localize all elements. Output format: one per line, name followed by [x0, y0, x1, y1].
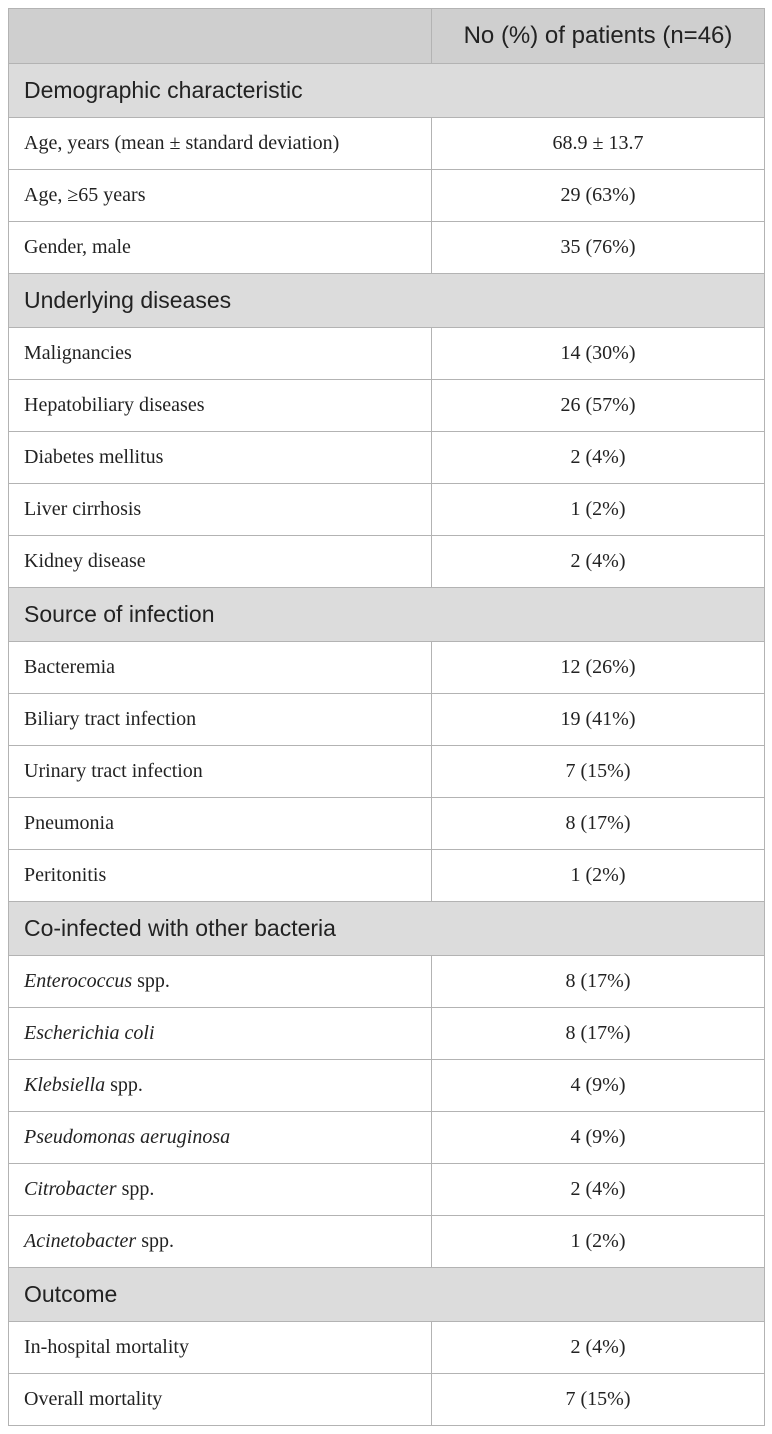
row-label-italic: Pseudomonas aeruginosa — [24, 1126, 231, 1148]
row-value: 8 (17%) — [431, 1007, 765, 1060]
row-label: Malignancies — [8, 327, 432, 380]
row-value: 2 (4%) — [431, 1321, 765, 1374]
row-value: 8 (17%) — [431, 797, 765, 850]
row-label: Hepatobiliary diseases — [8, 379, 432, 432]
row-value: 12 (26%) — [431, 641, 765, 694]
row-label: Diabetes mellitus — [8, 431, 432, 484]
row-value: 14 (30%) — [431, 327, 765, 380]
row-label: Age, years (mean ± standard deviation) — [8, 117, 432, 170]
table-row: In-hospital mortality 2 (4%) — [8, 1321, 765, 1374]
row-value: 7 (15%) — [431, 745, 765, 798]
row-label-italic: Enterococcus — [24, 970, 133, 992]
section-title: Source of infection — [8, 587, 765, 642]
table-row: Citrobacter spp. 2 (4%) — [8, 1163, 765, 1216]
header-cell-characteristic — [8, 8, 432, 64]
row-label: Bacteremia — [8, 641, 432, 694]
table-row: Acinetobacter spp. 1 (2%) — [8, 1215, 765, 1268]
section-header-row: Demographic characteristic — [8, 63, 765, 118]
row-label-italic: Escherichia coli — [24, 1022, 155, 1044]
table-row: Kidney disease 2 (4%) — [8, 535, 765, 588]
table-row: Escherichia coli 8 (17%) — [8, 1007, 765, 1060]
row-value: 1 (2%) — [431, 849, 765, 902]
table-row: Enterococcus spp. 8 (17%) — [8, 955, 765, 1008]
section-header-row: Outcome — [8, 1267, 765, 1322]
row-label: Gender, male — [8, 221, 432, 274]
section-header-row: Underlying diseases — [8, 273, 765, 328]
header-row: No (%) of patients (n=46) — [8, 8, 765, 64]
table-row: Diabetes mellitus 2 (4%) — [8, 431, 765, 484]
row-label: Enterococcus spp. — [8, 955, 432, 1008]
row-label-italic: Citrobacter — [24, 1178, 117, 1200]
row-value: 4 (9%) — [431, 1059, 765, 1112]
row-value: 1 (2%) — [431, 1215, 765, 1268]
row-label-italic: Klebsiella — [24, 1074, 106, 1096]
row-value: 2 (4%) — [431, 1163, 765, 1216]
table-row: Peritonitis 1 (2%) — [8, 849, 765, 902]
table-row: Klebsiella spp. 4 (9%) — [8, 1059, 765, 1112]
table-row: Bacteremia 12 (26%) — [8, 641, 765, 694]
row-value: 35 (76%) — [431, 221, 765, 274]
row-label: Pseudomonas aeruginosa — [8, 1111, 432, 1164]
row-label: Biliary tract infection — [8, 693, 432, 746]
row-label: Pneumonia — [8, 797, 432, 850]
table-row: Biliary tract infection 19 (41%) — [8, 693, 765, 746]
table-row: Age, ≥65 years 29 (63%) — [8, 169, 765, 222]
row-value: 7 (15%) — [431, 1373, 765, 1426]
row-label: Escherichia coli — [8, 1007, 432, 1060]
patient-characteristics-table-container: No (%) of patients (n=46) Demographic ch… — [8, 8, 765, 1426]
row-label: Age, ≥65 years — [8, 169, 432, 222]
section-title: Demographic characteristic — [8, 63, 765, 118]
row-value: 19 (41%) — [431, 693, 765, 746]
table-header: No (%) of patients (n=46) — [8, 8, 765, 64]
row-label: Klebsiella spp. — [8, 1059, 432, 1112]
row-label: Acinetobacter spp. — [8, 1215, 432, 1268]
section-header-row: Source of infection — [8, 587, 765, 642]
section-title: Underlying diseases — [8, 273, 765, 328]
section-header-row: Co-infected with other bacteria — [8, 901, 765, 956]
section-title: Co-infected with other bacteria — [8, 901, 765, 956]
row-value: 2 (4%) — [431, 535, 765, 588]
row-label: Liver cirrhosis — [8, 483, 432, 536]
row-label-rest: spp. — [116, 1178, 155, 1200]
row-label: Citrobacter spp. — [8, 1163, 432, 1216]
table-row: Hepatobiliary diseases 26 (57%) — [8, 379, 765, 432]
header-cell-patients: No (%) of patients (n=46) — [431, 8, 765, 64]
table-row: Urinary tract infection 7 (15%) — [8, 745, 765, 798]
table-row: Age, years (mean ± standard deviation) 68… — [8, 117, 765, 170]
row-label-rest: spp. — [136, 1230, 174, 1252]
row-label: Kidney disease — [8, 535, 432, 588]
row-label: Peritonitis — [8, 849, 432, 902]
table-row: Gender, male 35 (76%) — [8, 221, 765, 274]
row-value: 1 (2%) — [431, 483, 765, 536]
row-label-rest: spp. — [105, 1074, 143, 1096]
row-label: In-hospital mortality — [8, 1321, 432, 1374]
row-value: 2 (4%) — [431, 431, 765, 484]
row-value: 8 (17%) — [431, 955, 765, 1008]
row-value: 29 (63%) — [431, 169, 765, 222]
row-label: Overall mortality — [8, 1373, 432, 1426]
table-row: Pneumonia 8 (17%) — [8, 797, 765, 850]
row-value: 26 (57%) — [431, 379, 765, 432]
table-row: Pseudomonas aeruginosa 4 (9%) — [8, 1111, 765, 1164]
row-label-italic: Acinetobacter — [24, 1230, 137, 1252]
table-row: Overall mortality 7 (15%) — [8, 1373, 765, 1426]
table-row: Liver cirrhosis 1 (2%) — [8, 483, 765, 536]
row-label: Urinary tract infection — [8, 745, 432, 798]
row-value: 68.9 ± 13.7 — [431, 117, 765, 170]
section-title: Outcome — [8, 1267, 765, 1322]
patient-characteristics-table: No (%) of patients (n=46) Demographic ch… — [8, 8, 765, 1426]
row-value: 4 (9%) — [431, 1111, 765, 1164]
table-body: Demographic characteristic Age, years (me… — [8, 63, 765, 1426]
row-label-rest: spp. — [132, 970, 170, 992]
table-row: Malignancies 14 (30%) — [8, 327, 765, 380]
